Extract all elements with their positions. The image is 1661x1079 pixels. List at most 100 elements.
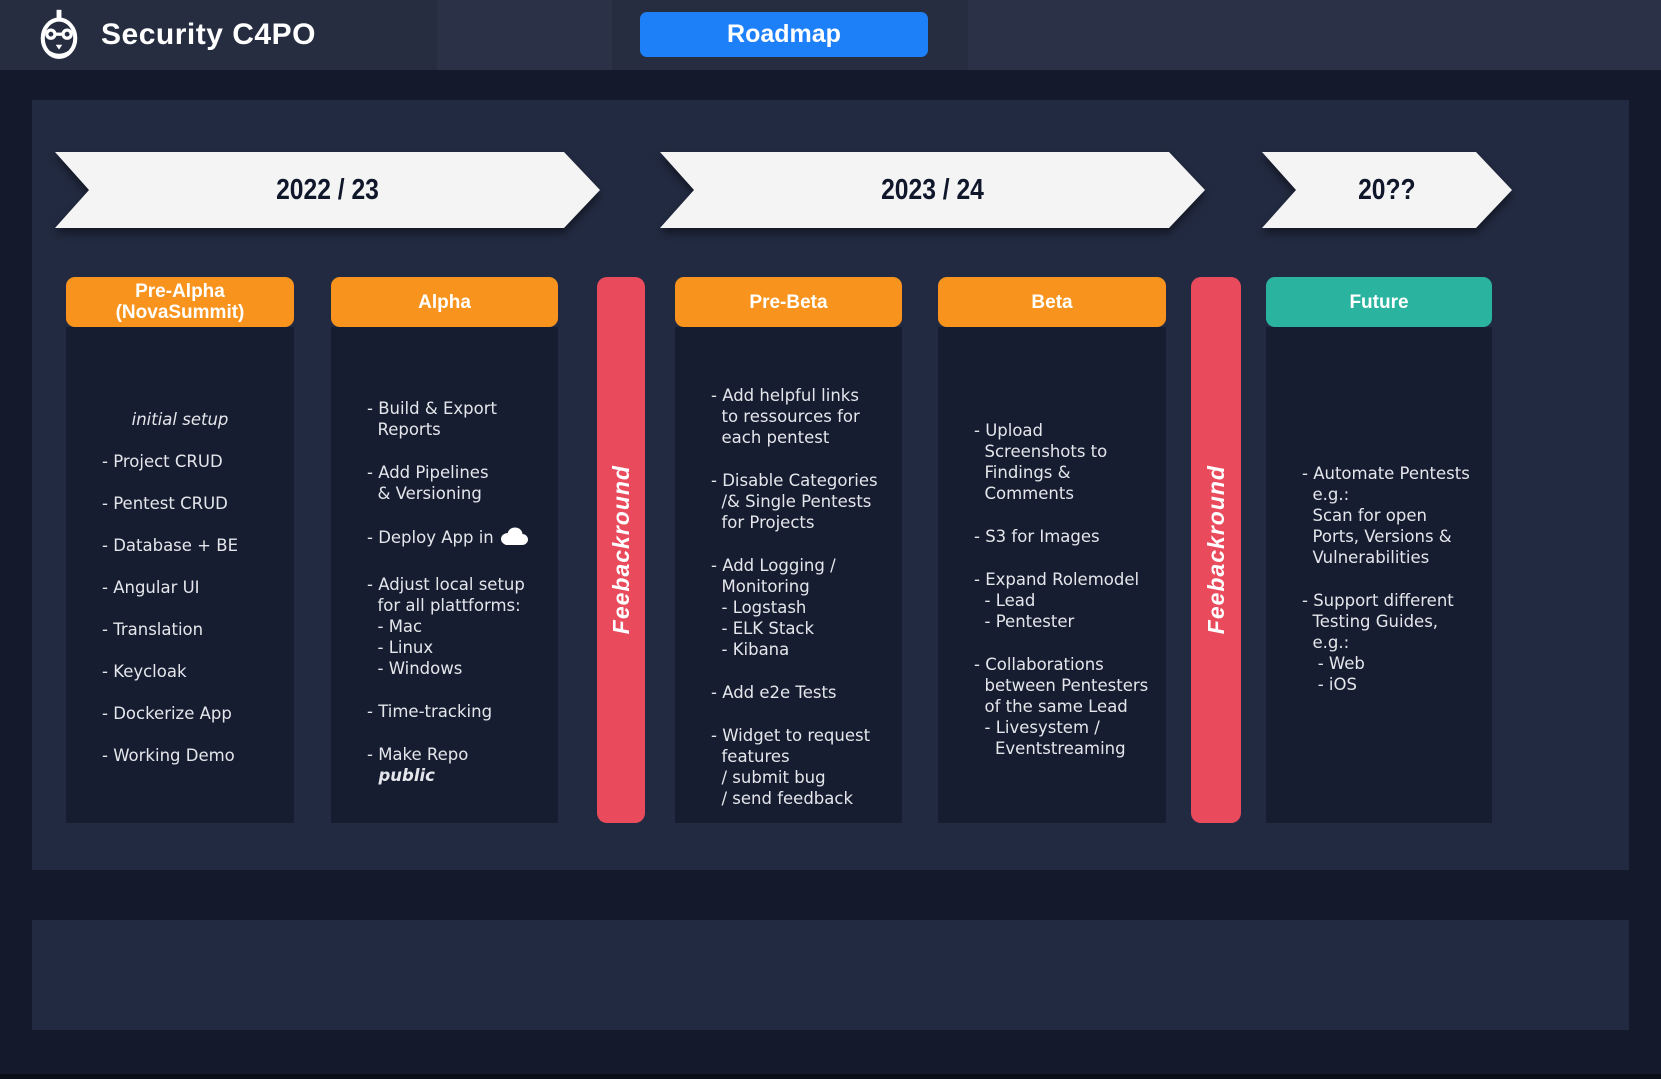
roadmap-line: - Deploy App in xyxy=(331,526,558,552)
roadmap-line: - Dockerize App xyxy=(102,704,232,723)
roadmap-block: - Add e2e Tests xyxy=(675,682,902,703)
roadmap-line: - Keycloak xyxy=(102,662,187,681)
roadmap-block: - Upload Screenshots to Findings & Comme… xyxy=(938,420,1166,504)
roadmap-block: - Make Repo public xyxy=(331,744,558,786)
roadmap-line: - Widget to request xyxy=(711,726,871,745)
roadmap-line: - Make Repo xyxy=(367,745,469,764)
feedback-bar-label: Feebackround xyxy=(607,465,634,635)
roadmap-line: for all plattforms: xyxy=(367,596,521,615)
phase-column-pre-beta: Pre-Beta - Add helpful links to ressource… xyxy=(675,277,902,823)
roadmap-block: - Time-tracking xyxy=(331,701,558,722)
roadmap-block: - Project CRUD xyxy=(66,451,294,472)
feedback-bar-label: Feebackround xyxy=(1202,465,1229,635)
roadmap-block: - Keycloak xyxy=(66,661,294,682)
robot-logo-icon xyxy=(33,8,85,62)
roadmap-block: - Collaborations between Pentesters of t… xyxy=(938,654,1166,759)
phase-column-future: Future - Automate Pentests e.g.: Scan for… xyxy=(1266,277,1492,823)
roadmap-line: - Translation xyxy=(102,620,204,639)
roadmap-line: Findings & xyxy=(974,463,1071,482)
roadmap-line: - Web xyxy=(1302,654,1365,673)
phase-column-pre-alpha: Pre-Alpha (NovaSummit) initial setup - Pro… xyxy=(66,277,294,823)
roadmap-block: - Dockerize App xyxy=(66,703,294,724)
phase-header-pre-alpha: Pre-Alpha (NovaSummit) xyxy=(66,277,294,327)
timeline-arrow-2022-23: 2022 / 23 xyxy=(55,152,600,228)
roadmap-block: - Adjust local setup for all plattforms:… xyxy=(331,574,558,679)
roadmap-line: - Linux xyxy=(367,638,434,657)
app-title: Security C4PO xyxy=(101,18,316,51)
timeline-arrow-label: 2023 / 24 xyxy=(881,173,984,206)
phase-columns: Pre-Alpha (NovaSummit) initial setup - Pro… xyxy=(32,277,1629,823)
roadmap-line: - Windows xyxy=(367,659,463,678)
roadmap-line: - Angular UI xyxy=(102,578,200,597)
roadmap-line: Vulnerabilities xyxy=(1302,548,1430,567)
roadmap-line: each pentest xyxy=(711,428,830,447)
roadmap-line: - Add e2e Tests xyxy=(711,683,837,702)
roadmap-block: initial setup xyxy=(66,409,294,430)
roadmap-block: - Add Pipelines & Versioning xyxy=(331,462,558,504)
footer-strip xyxy=(0,1074,1661,1079)
phase-header-beta: Beta xyxy=(938,277,1166,327)
roadmap-line: - Collaborations xyxy=(974,655,1104,674)
timeline: 2022 / 23 2023 / 24 20?? xyxy=(32,152,1629,228)
roadmap-line: Ports, Versions & xyxy=(1302,527,1452,546)
roadmap-block: - Deploy App in xyxy=(331,526,558,552)
roadmap-line: for Projects xyxy=(711,513,815,532)
phase-body-pre-beta: - Add helpful links to ressources for ea… xyxy=(675,327,902,823)
logo-band: Security C4PO xyxy=(0,0,437,70)
roadmap-line: Comments xyxy=(974,484,1074,503)
timeline-arrow-label: 2022 / 23 xyxy=(276,173,379,206)
phase-header-future: Future xyxy=(1266,277,1492,327)
roadmap-block: - Add helpful links to ressources for ea… xyxy=(675,385,902,448)
roadmap-line: between Pentesters xyxy=(974,676,1149,695)
timeline-arrow-label: 20?? xyxy=(1358,173,1416,206)
app-header: Security C4PO Roadmap xyxy=(0,0,1661,70)
phase-header-alpha: Alpha xyxy=(331,277,558,327)
roadmap-line: - Lead xyxy=(974,591,1036,610)
roadmap-line: Testing Guides, xyxy=(1302,612,1439,631)
roadmap-line: e.g.: xyxy=(1302,633,1350,652)
roadmap-block: - Expand Rolemodel - Lead - Pentester xyxy=(938,569,1166,632)
roadmap-block: - Angular UI xyxy=(66,577,294,598)
roadmap-block: - Translation xyxy=(66,619,294,640)
roadmap-line: - Pentester xyxy=(974,612,1075,631)
roadmap-line: Eventstreaming xyxy=(974,739,1126,758)
roadmap-line: features xyxy=(711,747,790,766)
roadmap-line: - Logstash xyxy=(711,598,807,617)
phase-body-beta: - Upload Screenshots to Findings & Comme… xyxy=(938,327,1166,823)
roadmap-line: e.g.: xyxy=(1302,485,1350,504)
roadmap-panel: 2022 / 23 2023 / 24 20?? Pre-Alpha (Nova… xyxy=(32,100,1629,870)
roadmap-line: Monitoring xyxy=(711,577,810,596)
roadmap-block: - Support different Testing Guides, e.g.… xyxy=(1266,590,1492,695)
phase-column-alpha: Alpha - Build & Export Reports - Add Pipel… xyxy=(331,277,558,823)
feedback-bar-feedback-2: Feebackround xyxy=(1191,277,1241,823)
roadmap-block: - Disable Categories /& Single Pentests … xyxy=(675,470,902,533)
roadmap-line: & Versioning xyxy=(367,484,482,503)
roadmap-line: - Working Demo xyxy=(102,746,235,765)
roadmap-line: - Add Logging / xyxy=(711,556,836,575)
roadmap-block: - Working Demo xyxy=(66,745,294,766)
roadmap-block: - Widget to request features / submit bu… xyxy=(675,725,902,809)
roadmap-line: - Upload xyxy=(974,421,1044,440)
roadmap-line: / send feedback xyxy=(711,789,854,808)
phase-column-beta: Beta - Upload Screenshots to Findings & C… xyxy=(938,277,1166,823)
roadmap-block: - Automate Pentests e.g.: Scan for open … xyxy=(1266,463,1492,568)
roadmap-nav-button[interactable]: Roadmap xyxy=(640,12,928,57)
roadmap-line: of the same Lead xyxy=(974,697,1128,716)
roadmap-line: public xyxy=(367,766,435,785)
roadmap-line: - Build & Export xyxy=(367,399,497,418)
roadmap-line: - Pentest CRUD xyxy=(102,494,228,513)
roadmap-line: - Database + BE xyxy=(102,536,238,555)
roadmap-line: - Add Pipelines xyxy=(367,463,489,482)
timeline-arrow-2023-24: 2023 / 24 xyxy=(660,152,1205,228)
roadmap-line: - Mac xyxy=(367,617,423,636)
roadmap-line: - Expand Rolemodel xyxy=(974,570,1140,589)
phase-body-alpha: - Build & Export Reports - Add Pipelines … xyxy=(331,327,558,823)
roadmap-line: /& Single Pentests xyxy=(711,492,872,511)
roadmap-line: Screenshots to xyxy=(974,442,1108,461)
roadmap-line: / submit bug xyxy=(711,768,826,787)
roadmap-line: - Add helpful links xyxy=(711,386,859,405)
roadmap-line: to ressources for xyxy=(711,407,860,426)
roadmap-block: - Add Logging / Monitoring - Logstash - … xyxy=(675,555,902,660)
phase-body-pre-alpha: initial setup - Project CRUD - Pentest CRU… xyxy=(66,327,294,823)
